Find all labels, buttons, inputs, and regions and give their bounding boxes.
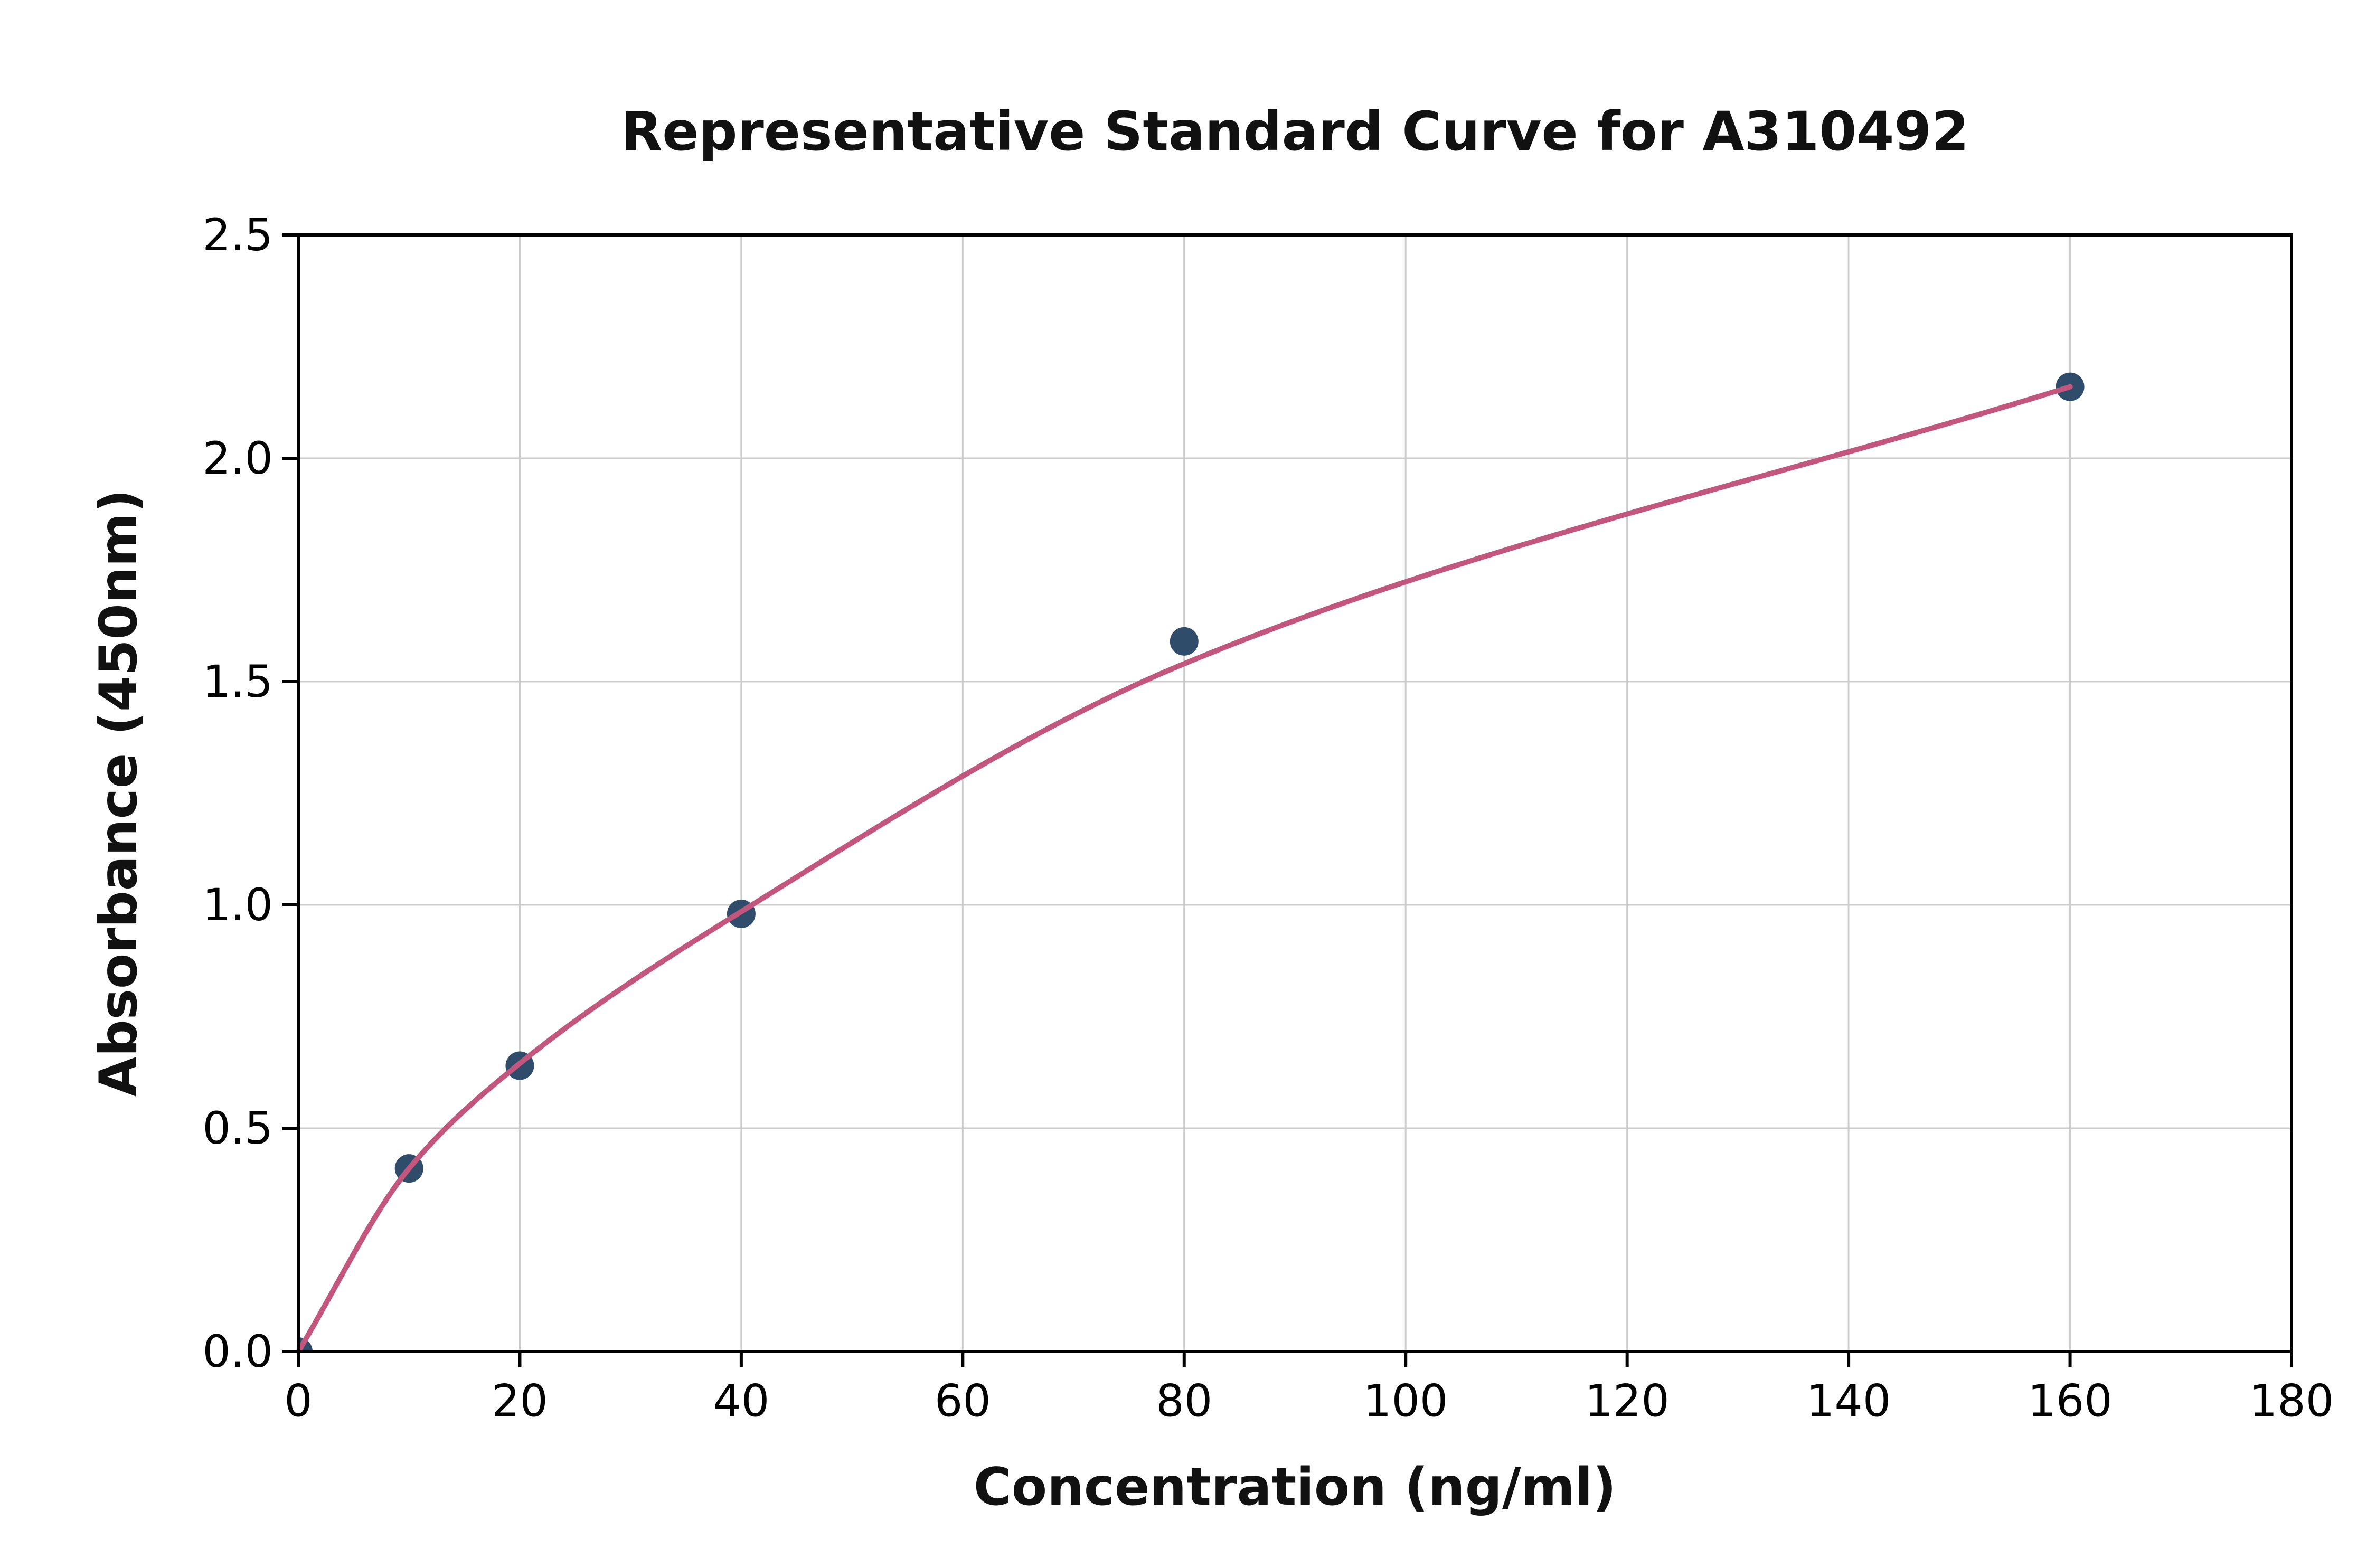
data-layer <box>298 372 2085 1352</box>
y-tick-label: 0.0 <box>202 1326 273 1377</box>
x-tick-label: 20 <box>492 1375 548 1427</box>
y-axis-label: Absorbance (450nm) <box>89 489 149 1097</box>
x-tick-label: 40 <box>713 1375 769 1427</box>
y-tick-label: 2.0 <box>202 432 273 484</box>
x-tick-label: 180 <box>2249 1375 2334 1427</box>
x-tick-label: 0 <box>284 1375 312 1427</box>
x-axis-label: Concentration (ng/ml) <box>973 1457 1617 1517</box>
y-tick-label: 2.5 <box>202 209 273 261</box>
x-tick-label: 120 <box>1585 1375 1669 1427</box>
y-tick-label: 1.0 <box>202 879 273 931</box>
plot-border <box>297 233 2293 1353</box>
fit-curve <box>298 384 2073 1352</box>
x-tick-label: 80 <box>1156 1375 1212 1427</box>
y-tick-label: 0.5 <box>202 1102 273 1154</box>
scatter-point <box>1170 627 1199 656</box>
x-tick-label: 140 <box>1806 1375 1891 1427</box>
chart-title: Representative Standard Curve for A31049… <box>620 100 1969 163</box>
x-tick-label: 60 <box>935 1375 991 1427</box>
x-tick-label: 160 <box>2028 1375 2112 1427</box>
x-tick-label: 100 <box>1363 1375 1448 1427</box>
y-tick-label: 1.5 <box>202 656 273 707</box>
